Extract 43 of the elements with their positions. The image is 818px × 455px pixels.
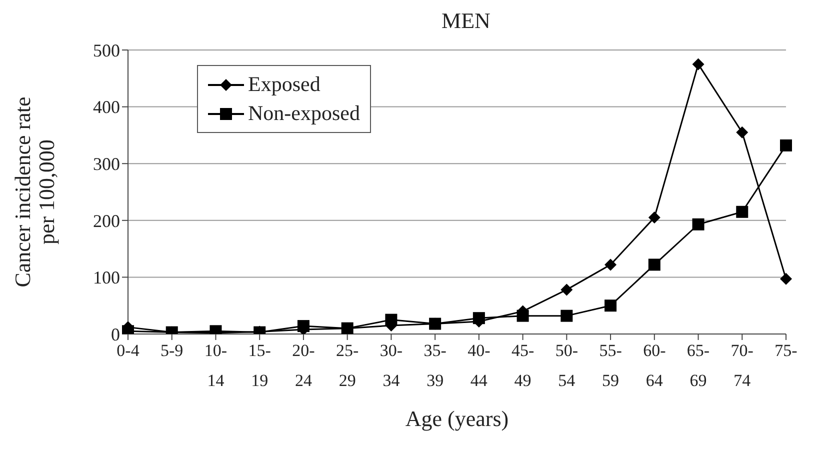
y-axis-title: Cancer incidence rate per 100,000 bbox=[10, 96, 59, 288]
point bbox=[560, 284, 573, 296]
y-tick-label: 100 bbox=[93, 268, 120, 288]
point bbox=[604, 300, 617, 312]
point bbox=[780, 139, 792, 152]
x-tick-label: 40-44 bbox=[468, 341, 491, 390]
legend-label: Non-exposed bbox=[248, 101, 360, 126]
point bbox=[692, 58, 704, 70]
point bbox=[648, 212, 660, 224]
point bbox=[736, 206, 748, 218]
x-axis-title: Age (years) bbox=[405, 406, 509, 431]
point bbox=[297, 320, 310, 332]
point bbox=[429, 318, 442, 330]
point bbox=[341, 322, 354, 334]
chart-title: MEN bbox=[440, 8, 492, 34]
x-tick-label: 25-29 bbox=[336, 341, 359, 390]
x-tick-label: 60-64 bbox=[643, 341, 666, 390]
x-tick-label: 50-54 bbox=[555, 341, 578, 390]
x-tick-label: 55-59 bbox=[599, 341, 622, 390]
x-tick-label: 15-19 bbox=[248, 341, 272, 390]
x-tick-label: 75- bbox=[774, 341, 798, 360]
y-tick-label: 300 bbox=[93, 154, 120, 174]
x-tick-label: 35-39 bbox=[424, 341, 447, 390]
x-tick-label: 45-49 bbox=[511, 341, 534, 390]
point bbox=[780, 272, 792, 285]
point bbox=[736, 126, 748, 138]
point bbox=[516, 310, 529, 322]
x-tick-label: 30-34 bbox=[380, 341, 403, 390]
legend-label: Exposed bbox=[248, 72, 320, 97]
point bbox=[604, 258, 617, 271]
y-tick-label: 200 bbox=[93, 210, 120, 231]
point bbox=[692, 218, 704, 230]
x-tick-label: 65-69 bbox=[686, 341, 710, 390]
point bbox=[472, 312, 485, 324]
x-tick-label: 5-9 bbox=[160, 341, 184, 360]
x-tick-label: 20-24 bbox=[292, 341, 316, 390]
x-tick-label: 70-74 bbox=[730, 341, 754, 390]
y-tick-label: 400 bbox=[93, 97, 120, 118]
y-tick-label: 500 bbox=[93, 40, 120, 60]
x-tick-label: 10-14 bbox=[204, 341, 228, 390]
point bbox=[560, 310, 573, 322]
point bbox=[385, 314, 398, 326]
point bbox=[648, 258, 660, 271]
